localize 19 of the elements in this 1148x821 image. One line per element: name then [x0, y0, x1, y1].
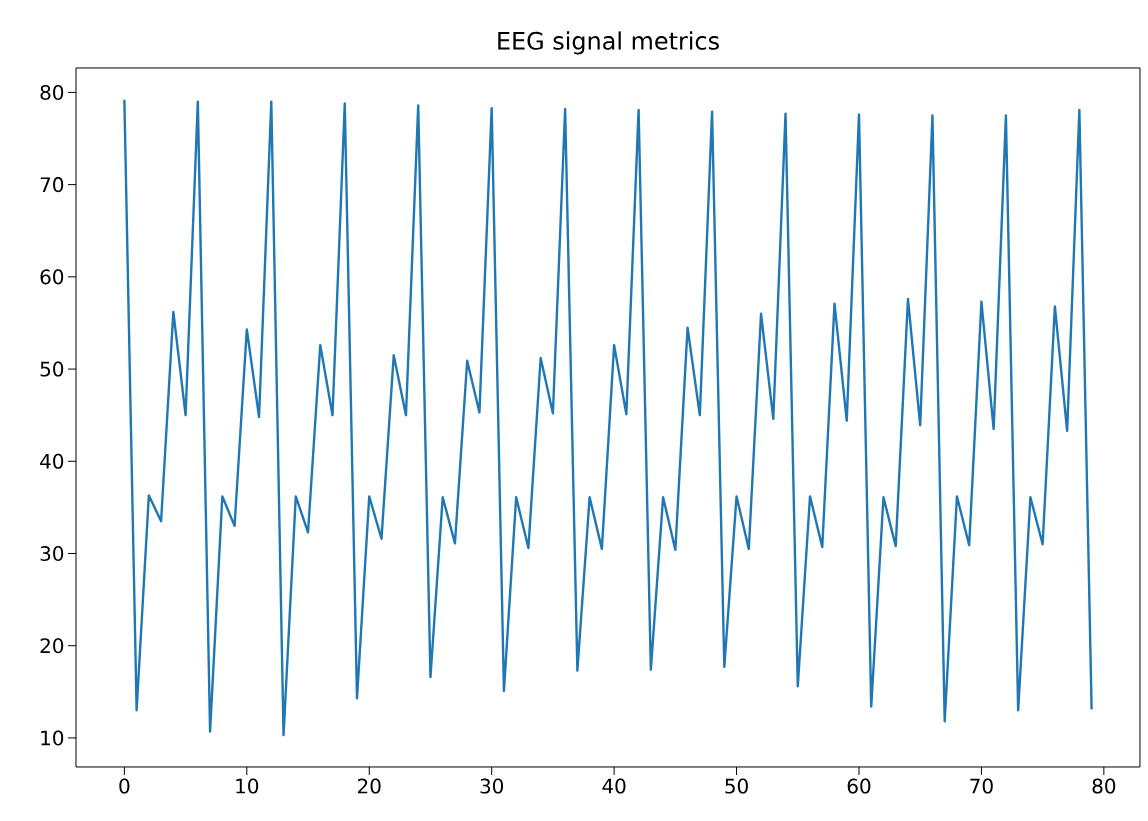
y-tick-label: 80	[40, 84, 64, 100]
y-tick-label: 60	[40, 269, 64, 285]
line-series	[123, 98, 1093, 737]
x-tick-label: 10	[236, 778, 259, 794]
x-tick-label: 60	[847, 778, 871, 794]
x-tick-label: 70	[970, 778, 993, 794]
y-tick-label: 40	[40, 453, 64, 469]
x-tick-label: 40	[602, 778, 626, 794]
x-tick-label: 20	[358, 778, 381, 794]
x-tick-label: 0	[119, 778, 130, 794]
x-tick-label: 30	[480, 778, 504, 794]
y-tick-label: 30	[40, 545, 64, 562]
x-tick-label: 50	[725, 778, 748, 794]
y-tick-label: 10	[41, 730, 64, 746]
x-tick-label: 80	[1092, 778, 1116, 794]
y-tick-label: 50	[40, 361, 64, 377]
y-tick-label: 20	[40, 638, 64, 654]
chart-title: EEG signal metrics	[498, 31, 719, 55]
y-tick-label: 70	[40, 177, 64, 193]
